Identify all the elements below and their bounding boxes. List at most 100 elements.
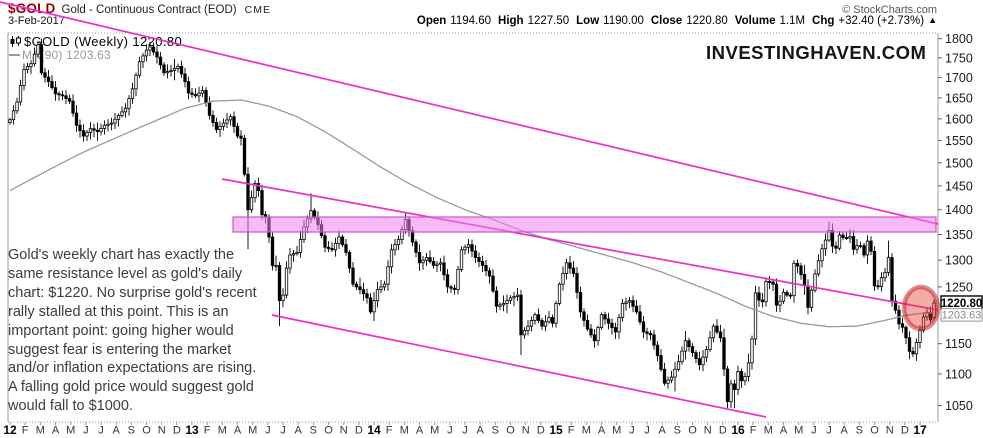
svg-text:1500: 1500 bbox=[945, 156, 973, 170]
svg-text:1800: 1800 bbox=[945, 32, 973, 46]
x-axis: 12 F M A M J J A S O N D 13 F M A M J J A S O N D 14 F M A M J J A S O N D 1… bbox=[3, 422, 927, 437]
svg-text:A: A bbox=[416, 425, 424, 437]
trendline-lower bbox=[271, 314, 767, 418]
chart-header: $GOLD Gold - Continuous Contract (EOD) C… bbox=[0, 0, 983, 28]
candlestick-icon bbox=[10, 36, 21, 47]
svg-text:O: O bbox=[688, 425, 697, 437]
series-legend: $GOLD (Weekly) 1220.80 bbox=[24, 34, 183, 49]
svg-text:J: J bbox=[265, 425, 271, 437]
svg-text:A: A bbox=[840, 425, 848, 437]
svg-text:M: M bbox=[612, 425, 621, 437]
svg-text:D: D bbox=[901, 425, 909, 437]
svg-text:J: J bbox=[98, 425, 104, 437]
ma-legend-dash bbox=[9, 54, 20, 56]
svg-text:M: M bbox=[66, 425, 75, 437]
highlight-circle bbox=[901, 284, 941, 332]
svg-text:1150: 1150 bbox=[945, 337, 972, 351]
svg-text:1250: 1250 bbox=[945, 280, 973, 294]
svg-text:N: N bbox=[886, 425, 894, 437]
close-label: Close bbox=[650, 15, 683, 27]
svg-text:A: A bbox=[52, 425, 60, 437]
svg-text:O: O bbox=[142, 425, 151, 437]
chg-label: Chg bbox=[812, 15, 835, 27]
svg-text:A: A bbox=[598, 425, 606, 437]
investinghaven-watermark: INVESTINGHAVEN.COM bbox=[706, 42, 927, 63]
svg-text:1350: 1350 bbox=[945, 228, 973, 242]
svg-text:1450: 1450 bbox=[945, 179, 973, 193]
svg-text:F: F bbox=[568, 425, 575, 437]
svg-text:1550: 1550 bbox=[945, 134, 973, 148]
ohlc-quote-strip: Open 1194.60 High 1227.50 Low 1190.00 Close… bbox=[417, 15, 937, 27]
svg-text:1220.80: 1220.80 bbox=[941, 298, 983, 310]
svg-text:J: J bbox=[629, 425, 635, 437]
svg-text:14: 14 bbox=[367, 423, 381, 437]
svg-text:O: O bbox=[870, 425, 879, 437]
svg-text:D: D bbox=[537, 425, 545, 437]
svg-text:S: S bbox=[856, 425, 863, 437]
svg-text:A: A bbox=[234, 425, 242, 437]
ticker-symbol: $GOLD bbox=[8, 1, 56, 16]
svg-text:1650: 1650 bbox=[945, 91, 973, 105]
svg-text:F: F bbox=[386, 425, 393, 437]
svg-text:M: M bbox=[248, 425, 257, 437]
svg-text:J: J bbox=[644, 425, 650, 437]
svg-text:1600: 1600 bbox=[945, 112, 973, 126]
svg-text:J: J bbox=[83, 425, 89, 437]
high-value: 1227.50 bbox=[527, 15, 570, 27]
svg-text:S: S bbox=[674, 425, 681, 437]
svg-text:J: J bbox=[447, 425, 453, 437]
svg-text:A: A bbox=[476, 425, 484, 437]
svg-text:N: N bbox=[522, 425, 530, 437]
svg-text:J: J bbox=[462, 425, 468, 437]
svg-text:M: M bbox=[36, 425, 45, 437]
volume-value: 1.1M bbox=[779, 15, 806, 27]
open-label: Open bbox=[416, 15, 447, 27]
svg-text:N: N bbox=[340, 425, 348, 437]
svg-text:M: M bbox=[794, 425, 803, 437]
svg-text:J: J bbox=[280, 425, 286, 437]
svg-text:17: 17 bbox=[913, 423, 927, 437]
svg-text:13: 13 bbox=[185, 423, 199, 437]
svg-text:N: N bbox=[704, 425, 712, 437]
svg-text:D: D bbox=[719, 425, 727, 437]
y-axis: 1800 1750 1700 1650 1600 1550 1500 1450 1400 1350… bbox=[938, 32, 973, 413]
svg-text:D: D bbox=[355, 425, 363, 437]
header-quote-row: 3-Feb-2017 Open 1194.60 High 1227.50 Low 11… bbox=[8, 15, 937, 27]
svg-text:O: O bbox=[324, 425, 333, 437]
svg-text:1100: 1100 bbox=[945, 367, 972, 381]
chg-value: +32.40 (+2.73%) bbox=[838, 15, 925, 27]
svg-text:D: D bbox=[173, 425, 181, 437]
svg-text:A: A bbox=[658, 425, 666, 437]
ma-legend-label: MA(90) 1203.63 bbox=[22, 48, 111, 62]
svg-text:S: S bbox=[128, 425, 135, 437]
svg-text:A: A bbox=[294, 425, 302, 437]
chg-up-arrow: ▲ bbox=[928, 15, 937, 25]
svg-text:1300: 1300 bbox=[945, 254, 973, 268]
svg-text:J: J bbox=[826, 425, 832, 437]
volume-label: Volume bbox=[734, 15, 776, 27]
ma-legend: MA(90) 1203.63 bbox=[9, 48, 111, 62]
svg-text:1750: 1750 bbox=[945, 51, 973, 65]
svg-text:M: M bbox=[582, 425, 591, 437]
svg-text:S: S bbox=[310, 425, 317, 437]
svg-text:F: F bbox=[22, 425, 29, 437]
high-label: High bbox=[498, 15, 524, 27]
svg-text:1400: 1400 bbox=[945, 203, 973, 217]
open-value: 1194.60 bbox=[450, 15, 492, 27]
svg-text:O: O bbox=[506, 425, 515, 437]
svg-text:N: N bbox=[158, 425, 166, 437]
trendline-middle bbox=[221, 178, 939, 311]
svg-text:M: M bbox=[400, 425, 409, 437]
header-title-row: $GOLD Gold - Continuous Contract (EOD) C… bbox=[8, 1, 937, 16]
chart-date: 3-Feb-2017 bbox=[8, 15, 65, 27]
svg-text:M: M bbox=[764, 425, 773, 437]
svg-text:M: M bbox=[218, 425, 227, 437]
svg-text:A: A bbox=[780, 425, 788, 437]
svg-text:1203.63: 1203.63 bbox=[942, 310, 982, 322]
close-value: 1220.80 bbox=[686, 15, 728, 27]
svg-text:J: J bbox=[811, 425, 817, 437]
svg-text:16: 16 bbox=[731, 423, 745, 437]
svg-text:F: F bbox=[750, 425, 757, 437]
svg-text:S: S bbox=[492, 425, 499, 437]
